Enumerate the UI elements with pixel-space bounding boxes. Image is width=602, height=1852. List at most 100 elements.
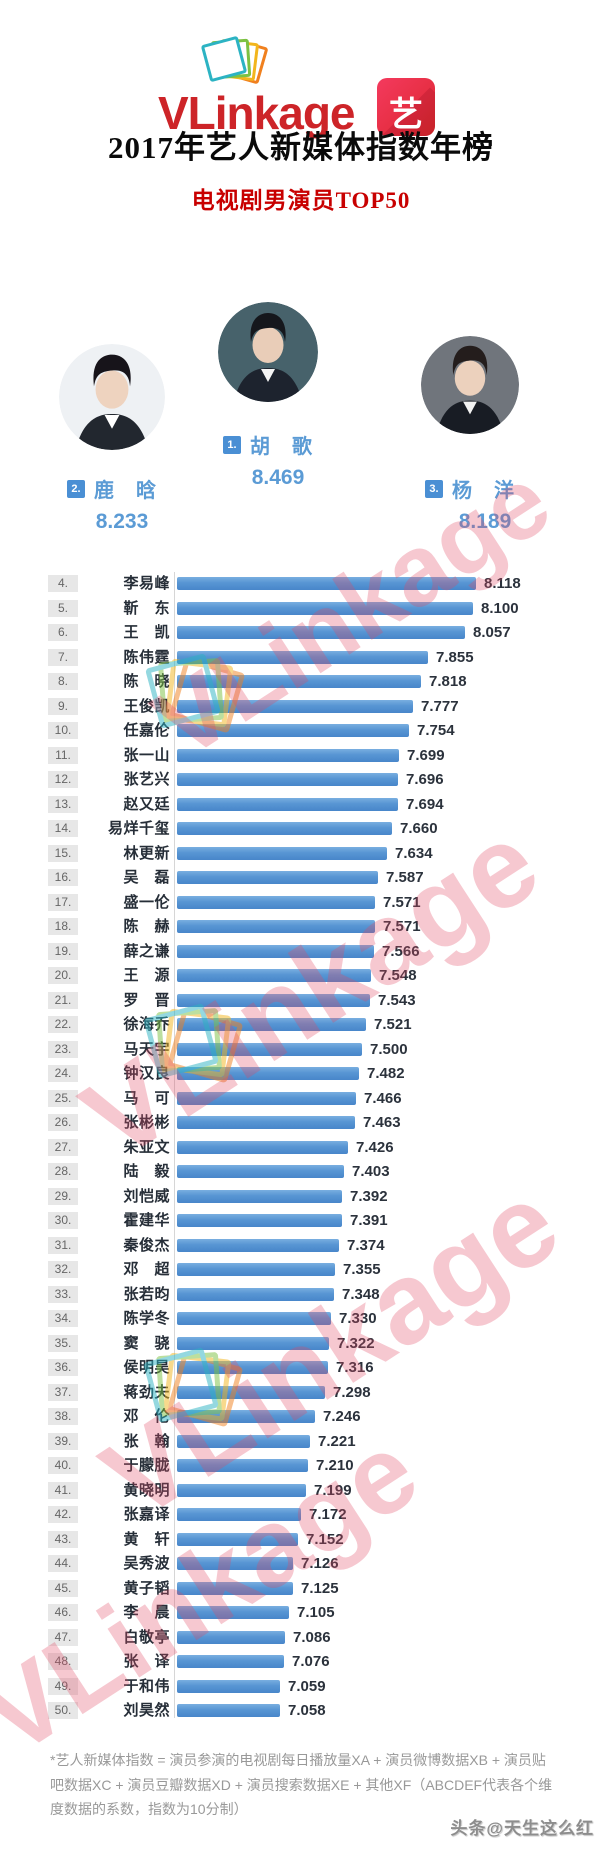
index-bar — [177, 969, 371, 982]
index-value: 7.571 — [383, 918, 421, 935]
rank-label: 21. — [48, 991, 78, 1009]
index-value: 7.058 — [288, 1702, 326, 1719]
artist-name: 赵又廷 — [123, 795, 170, 813]
rank-label: 40. — [48, 1457, 78, 1474]
bar-row: 7. 陈伟霆 7.855 — [0, 648, 602, 668]
index-bar — [177, 1606, 289, 1619]
index-value: 7.500 — [370, 1040, 408, 1058]
bar-row: 47. 白敬亭 7.086 — [0, 1628, 602, 1648]
bar-row: 26. 张彬彬 7.463 — [0, 1113, 602, 1133]
index-bar — [177, 1630, 285, 1644]
index-value: 7.199 — [314, 1481, 352, 1499]
yi-glyph: 艺 — [389, 96, 423, 134]
vlinkage-squares-icon — [200, 32, 270, 94]
index-score-rank3: 8.189 — [458, 510, 512, 533]
artist-name: 张 译 — [123, 1653, 170, 1670]
index-score-rank1: 8.469 — [251, 466, 305, 489]
bar-row: 6. 王 凯 8.057 — [0, 623, 602, 643]
index-bar — [177, 871, 378, 884]
index-bar — [177, 1287, 334, 1301]
chart-axis-line — [174, 572, 175, 1718]
bar-row: 25. 马 可 7.466 — [0, 1089, 602, 1109]
index-value: 7.125 — [301, 1579, 339, 1597]
artist-name: 徐海乔 — [123, 1016, 170, 1033]
index-bar — [177, 1483, 306, 1497]
bar-row: 21. 罗 晋 7.543 — [0, 991, 602, 1011]
index-value: 7.210 — [316, 1457, 354, 1474]
artist-photo-rank2 — [59, 344, 165, 450]
bar-row: 38. 邓 伦 7.246 — [0, 1407, 602, 1427]
artist-name: 朱亚文 — [123, 1138, 170, 1156]
page-subtitle: 电视剧男演员TOP50 — [191, 188, 411, 213]
index-bar — [177, 1263, 335, 1276]
rank-label: 15. — [48, 844, 78, 862]
index-value: 7.855 — [436, 648, 474, 666]
rank-label: 23. — [48, 1040, 78, 1058]
rank-label: 42. — [48, 1506, 78, 1523]
artist-name: 于朦胧 — [123, 1457, 170, 1474]
bar-row: 44. 吴秀波 7.126 — [0, 1554, 602, 1574]
index-value: 7.126 — [301, 1555, 339, 1572]
artist-name: 吴秀波 — [123, 1555, 170, 1572]
rank-label: 11. — [48, 746, 78, 764]
index-bar — [177, 699, 413, 713]
bar-row: 19. 薛之谦 7.566 — [0, 942, 602, 962]
yi-app-icon: 艺 — [377, 78, 435, 136]
index-bar — [177, 1704, 280, 1717]
rank-label: 47. — [48, 1628, 78, 1646]
rank-label: 10. — [48, 722, 78, 739]
artist-name: 钟汉良 — [123, 1065, 170, 1082]
rank-label: 5. — [48, 599, 78, 617]
bar-row: 50. 刘昊然 7.058 — [0, 1701, 602, 1721]
bar-row: 45. 黄子韬 7.125 — [0, 1579, 602, 1599]
index-bar — [177, 944, 374, 958]
artist-name: 陈 晓 — [123, 673, 170, 690]
artist-name: 陈 赫 — [123, 918, 170, 935]
index-value: 7.696 — [406, 771, 444, 788]
index-value: 7.463 — [363, 1114, 401, 1131]
artist-name: 白敬亭 — [123, 1628, 170, 1646]
top3-name-row: 1. 胡 歌 — [188, 430, 348, 459]
bar-row: 14. 易烊千玺 7.660 — [0, 819, 602, 839]
artist-name: 于和伟 — [123, 1677, 170, 1695]
index-bar — [177, 1238, 339, 1252]
artist-name: 易烊千玺 — [107, 820, 170, 837]
index-bar — [177, 650, 428, 664]
artist-name: 张彬彬 — [123, 1114, 170, 1131]
rank-label: 20. — [48, 967, 78, 984]
bar-row: 11. 张一山 7.699 — [0, 746, 602, 766]
index-value: 7.426 — [356, 1138, 394, 1156]
rank-label: 26. — [48, 1114, 78, 1131]
index-formula-footnote: *艺人新媒体指数 = 演员参演的电视剧每日播放量XA + 演员微博数据XB + … — [50, 1752, 553, 1817]
index-bar — [177, 1459, 308, 1472]
bar-row: 15. 林更新 7.634 — [0, 844, 602, 864]
index-bar — [177, 1067, 359, 1080]
rank-label: 19. — [48, 942, 78, 960]
index-value: 7.634 — [395, 844, 433, 862]
rank-label: 41. — [48, 1481, 78, 1499]
artist-name: 陈学冬 — [123, 1310, 170, 1327]
artist-name: 黄晓明 — [123, 1481, 170, 1499]
index-value: 7.587 — [386, 869, 424, 886]
artist-name: 陆 毅 — [123, 1163, 170, 1180]
top3-name-row: 3. 杨 洋 — [390, 474, 550, 503]
artist-name: 刘昊然 — [123, 1702, 170, 1719]
index-bar — [177, 846, 387, 860]
index-bar — [177, 1189, 342, 1203]
artist-name: 邓 伦 — [123, 1408, 170, 1425]
rank-label: 46. — [48, 1604, 78, 1621]
index-value: 7.152 — [306, 1530, 344, 1548]
rank-label: 17. — [48, 893, 78, 911]
index-value: 7.322 — [337, 1334, 375, 1352]
bar-row: 29. 刘恺威 7.392 — [0, 1187, 602, 1207]
index-bar — [177, 1655, 284, 1668]
rank-label: 9. — [48, 697, 78, 715]
rank-label: 24. — [48, 1065, 78, 1082]
index-bar — [177, 895, 375, 909]
rank-badge-1: 1. — [223, 435, 241, 454]
index-bar — [177, 1116, 355, 1129]
index-value: 7.777 — [421, 697, 459, 715]
artist-name: 邓 超 — [123, 1261, 170, 1278]
index-value: 7.330 — [339, 1310, 377, 1327]
